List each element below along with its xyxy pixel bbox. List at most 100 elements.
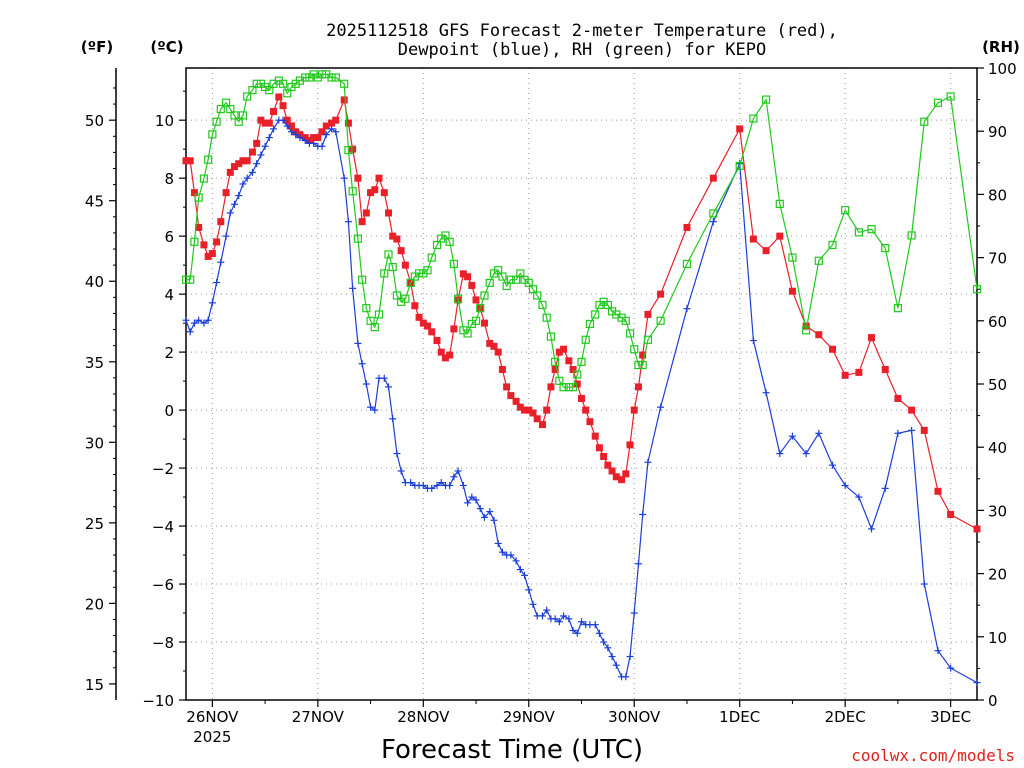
temperature-point: [367, 189, 375, 197]
temperature-point: [494, 348, 502, 356]
celsius-tick-label: 10: [155, 112, 174, 130]
rh-line: [186, 73, 978, 388]
rh-point: [568, 383, 578, 392]
rh-point: [445, 237, 454, 246]
dewpoint-point: [195, 316, 203, 324]
rh-point: [881, 244, 890, 253]
temperature-point: [375, 174, 383, 182]
dewpoint-point: [480, 513, 488, 521]
dewpoint-point: [393, 450, 401, 458]
temperature-point: [841, 371, 849, 379]
rh-point: [476, 304, 485, 313]
temperature-point: [243, 157, 251, 165]
temperature-point: [393, 235, 401, 243]
x-tick-label: 29NOV: [503, 708, 556, 726]
dewpoint-point: [371, 406, 379, 414]
dewpoint-point: [543, 606, 551, 614]
temperature-point: [415, 313, 423, 321]
temperature-point: [265, 119, 273, 127]
rh-point: [401, 294, 410, 303]
temperature-point: [200, 241, 208, 249]
temperature-point: [389, 232, 397, 240]
rh-point: [463, 329, 472, 338]
rh-point: [494, 266, 503, 275]
rh-point: [581, 335, 590, 344]
temperature-point: [908, 406, 916, 414]
temperature-point: [657, 290, 665, 298]
dewpoint-point: [908, 426, 916, 434]
rh-point: [388, 262, 397, 272]
rh-point: [414, 269, 424, 278]
temperature-point: [920, 426, 928, 434]
dewpoint-point: [301, 136, 309, 144]
dewpoint-point: [498, 548, 506, 556]
rh-point: [564, 383, 573, 392]
dewpoint-point: [454, 467, 462, 475]
rh-point: [555, 376, 564, 385]
rh-tick-label: 100: [988, 60, 1017, 78]
rh-point: [454, 294, 463, 303]
dewpoint-point: [344, 218, 352, 226]
rh-point: [577, 357, 586, 366]
dewpoint-point: [841, 481, 849, 489]
dewpoint-point: [437, 479, 445, 487]
rh-point: [621, 316, 630, 325]
temperature-point: [354, 174, 362, 182]
rh-point: [190, 237, 199, 246]
temperature-point: [498, 366, 506, 374]
celsius-tick-label: 0: [164, 402, 174, 420]
dewpoint-point: [578, 618, 585, 626]
temperature-point: [776, 232, 784, 240]
temperature-point: [507, 392, 515, 400]
temperature-point: [401, 261, 409, 269]
dewpoint-point: [446, 481, 454, 489]
temperature-point: [573, 380, 581, 388]
temperature-point: [411, 302, 419, 310]
dewpoint-point: [459, 481, 467, 489]
temperature-point: [459, 270, 467, 278]
dewpoint-point: [600, 638, 608, 646]
temperature-point: [709, 174, 717, 182]
rh-point: [854, 228, 863, 237]
rh-tick-label: 40: [988, 439, 1007, 457]
temperature-point: [551, 366, 559, 374]
temperature-point: [222, 189, 230, 197]
rh-tick-label: 70: [988, 250, 1007, 268]
plot-frame: [185, 67, 978, 701]
rh-point: [370, 323, 379, 332]
rh-point: [841, 206, 850, 215]
dewpoint-point: [239, 180, 247, 188]
rh-point: [709, 209, 718, 218]
temperature-point: [190, 189, 198, 197]
temperature-point: [934, 487, 942, 495]
dewpoint-point: [595, 629, 603, 637]
dewpoint-point: [265, 134, 273, 142]
rh-point: [392, 291, 402, 300]
temperature-point: [815, 331, 823, 339]
rh-point: [384, 250, 393, 259]
temperature-point: [565, 357, 573, 365]
dewpoint-point: [257, 151, 265, 159]
rh-point: [265, 86, 274, 95]
rh-point: [181, 275, 191, 284]
dewpoint-point: [472, 496, 480, 504]
rh-point: [471, 316, 481, 325]
dewpoint-point: [208, 299, 216, 307]
rh-point: [603, 300, 612, 310]
dewpoint-point: [468, 493, 476, 501]
dewpoint-point: [644, 458, 652, 466]
dewpoint-point: [270, 125, 278, 133]
temperature-point: [608, 467, 616, 475]
temperature-point: [560, 345, 568, 353]
rh-point: [221, 98, 231, 107]
celsius-unit-label: (ºC): [150, 38, 183, 56]
fahrenheit-tick-label: 25: [85, 515, 104, 533]
rh-point: [199, 174, 209, 183]
fahrenheit-tick-label: 45: [85, 193, 104, 211]
x-tick-label: 28NOV: [397, 708, 450, 726]
rh-point: [234, 117, 243, 126]
temperature-point: [204, 252, 212, 260]
dewpoint-point: [555, 618, 563, 626]
temperature-point: [788, 287, 796, 295]
temperature-point: [569, 366, 577, 374]
